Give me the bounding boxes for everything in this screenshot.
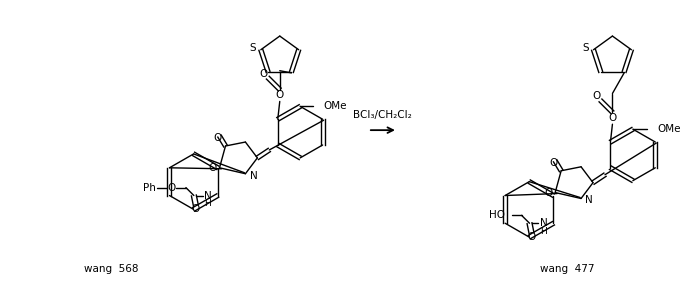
Text: O: O [544,187,552,198]
Text: O: O [214,133,222,143]
Text: N: N [204,191,211,200]
Text: O: O [593,91,600,102]
Text: N: N [585,196,593,205]
Text: O: O [549,158,557,168]
Text: H: H [205,199,211,208]
Text: HO: HO [489,210,505,220]
Text: N: N [249,171,258,181]
Text: H: H [540,227,547,236]
Text: S: S [582,43,589,53]
Text: O: O [192,204,200,214]
Text: O: O [528,232,535,242]
Text: O: O [608,113,616,123]
Text: O: O [209,163,216,173]
Text: O: O [168,182,176,193]
Text: wang  568: wang 568 [84,264,138,274]
Text: BCl₃/CH₂Cl₂: BCl₃/CH₂Cl₂ [353,110,413,120]
Text: Ph: Ph [142,182,156,193]
Text: OMe: OMe [323,101,347,111]
Text: wang  477: wang 477 [540,264,595,274]
Text: O: O [260,69,268,79]
Text: OMe: OMe [658,124,681,134]
Text: O: O [276,91,284,100]
Text: S: S [249,43,256,53]
Text: N: N [540,218,547,228]
